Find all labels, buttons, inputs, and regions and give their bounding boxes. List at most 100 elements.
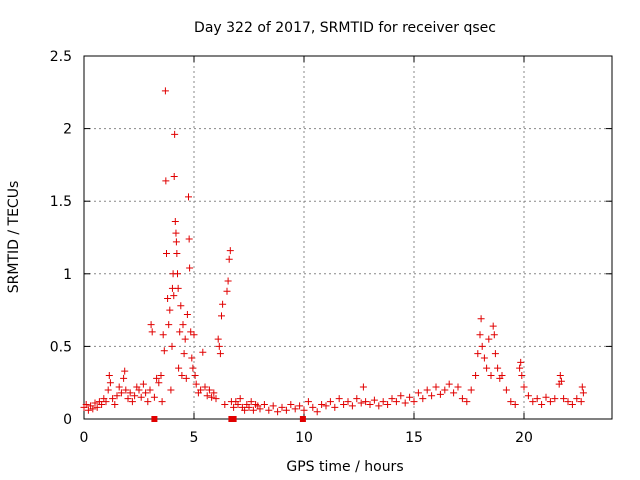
- data-point: [168, 342, 176, 350]
- data-point: [172, 238, 180, 246]
- y-axis-label: SRMTID / TECUs: [6, 181, 22, 294]
- data-point: [176, 328, 184, 336]
- data-point: [423, 386, 431, 394]
- data-point: [215, 342, 223, 350]
- data-point: [82, 400, 90, 408]
- data-point: [249, 406, 257, 414]
- data-point: [142, 389, 150, 397]
- data-point: [172, 229, 180, 237]
- data-point: [335, 395, 343, 403]
- x-axis-label: GPS time / hours: [286, 459, 403, 475]
- data-point: [410, 398, 418, 406]
- data-point: [573, 395, 581, 403]
- data-point: [432, 383, 440, 391]
- data-point: [212, 395, 220, 403]
- data-point: [445, 380, 453, 388]
- data-point: [300, 406, 308, 414]
- data-point: [384, 400, 392, 408]
- data-point: [115, 383, 123, 391]
- data-point: [274, 408, 282, 416]
- data-point: [221, 400, 229, 408]
- data-point: [120, 374, 128, 382]
- data-point: [161, 87, 169, 95]
- data-point: [157, 371, 165, 379]
- data-point: [158, 398, 166, 406]
- data-point: [556, 371, 564, 379]
- data-point: [117, 389, 125, 397]
- data-point: [214, 335, 222, 343]
- data-point: [344, 398, 352, 406]
- data-point: [472, 371, 480, 379]
- data-point: [388, 395, 396, 403]
- data-point: [474, 350, 482, 358]
- data-point: [199, 348, 207, 356]
- data-point: [171, 218, 179, 226]
- data-point: [104, 386, 112, 394]
- data-point: [498, 371, 506, 379]
- data-point: [450, 389, 458, 397]
- data-point: [507, 398, 515, 406]
- baseline-marker: [299, 416, 306, 422]
- data-point: [236, 395, 244, 403]
- data-point: [564, 398, 572, 406]
- data-point: [225, 255, 233, 263]
- data-point: [538, 400, 546, 408]
- data-point: [111, 400, 119, 408]
- data-point: [309, 403, 317, 411]
- data-point: [375, 402, 383, 410]
- data-point: [436, 390, 444, 398]
- data-point: [180, 350, 188, 358]
- data-point: [234, 400, 242, 408]
- data-point: [313, 408, 321, 416]
- y-tick-label: 0.5: [50, 339, 72, 355]
- data-point: [458, 395, 466, 403]
- data-point: [454, 383, 462, 391]
- y-tick-label: 2: [63, 122, 72, 138]
- data-point: [185, 193, 192, 201]
- data-point: [155, 379, 163, 387]
- data-point: [304, 398, 312, 406]
- data-point: [487, 371, 495, 379]
- data-point: [84, 406, 92, 414]
- data-point: [122, 386, 130, 394]
- baseline-marker: [230, 416, 237, 422]
- data-point: [542, 393, 550, 401]
- data-point: [340, 400, 348, 408]
- y-tick-label: 1.5: [50, 194, 72, 210]
- data-point: [489, 322, 497, 330]
- data-point: [529, 398, 537, 406]
- data-point: [551, 395, 559, 403]
- data-point: [135, 386, 143, 394]
- data-point: [170, 292, 178, 300]
- data-point: [247, 398, 255, 406]
- data-point: [494, 364, 502, 372]
- data-point: [182, 374, 190, 382]
- data-point: [260, 400, 268, 408]
- data-point: [121, 367, 129, 375]
- data-point: [187, 328, 195, 336]
- data-point: [174, 284, 182, 292]
- data-point: [179, 321, 187, 329]
- data-point: [171, 130, 179, 138]
- data-point: [159, 331, 167, 339]
- data-point: [524, 392, 532, 400]
- data-point: [166, 306, 174, 314]
- data-point: [131, 392, 139, 400]
- data-point: [190, 331, 198, 339]
- data-point: [188, 354, 196, 362]
- data-points: [80, 87, 587, 416]
- y-tick-label: 1: [63, 267, 72, 283]
- data-point: [269, 402, 277, 410]
- data-point: [491, 350, 499, 358]
- x-tick-label: 15: [405, 430, 423, 446]
- data-point: [98, 400, 106, 408]
- data-point: [392, 398, 400, 406]
- data-point: [91, 399, 99, 407]
- data-point: [218, 312, 225, 320]
- data-point: [517, 358, 525, 366]
- data-point: [205, 386, 213, 394]
- y-tick-label: 2.5: [50, 49, 72, 65]
- data-point: [557, 377, 565, 385]
- data-point: [165, 321, 173, 329]
